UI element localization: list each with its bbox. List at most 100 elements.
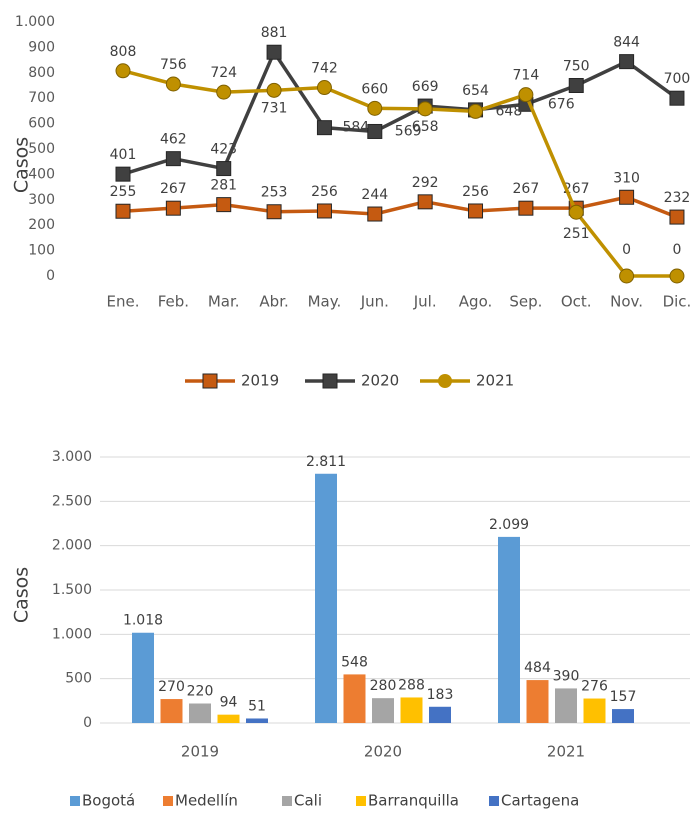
legend-label: Barranquilla	[368, 792, 459, 810]
y-tick-label: 400	[28, 166, 55, 182]
data-label: 276	[581, 679, 608, 695]
marker	[518, 200, 534, 216]
marker	[165, 76, 181, 92]
data-label: 51	[248, 698, 266, 714]
legend-swatch	[356, 796, 366, 806]
data-label: 94	[220, 695, 238, 711]
marker	[417, 101, 433, 117]
data-label: 881	[261, 25, 288, 41]
data-label: 750	[563, 59, 590, 75]
data-label: 731	[261, 100, 288, 116]
data-label: 658	[412, 119, 439, 135]
y-tick-label: 0	[83, 715, 92, 731]
data-label: 569	[395, 123, 422, 139]
data-label: 808	[110, 44, 137, 60]
bar	[583, 698, 606, 723]
marker	[568, 204, 584, 220]
legend-marker	[202, 373, 218, 389]
series-line	[122, 195, 678, 219]
marker	[216, 161, 232, 177]
data-label: 724	[210, 65, 237, 81]
bar	[429, 706, 451, 723]
marker	[115, 63, 131, 79]
x-tick-label: Abr.	[259, 293, 288, 311]
x-tick-label: Feb.	[158, 293, 189, 311]
data-label: 484	[524, 660, 551, 676]
marker	[266, 44, 282, 60]
data-label: 232	[664, 190, 691, 206]
bar	[612, 709, 634, 723]
legend-label: 2019	[241, 372, 279, 390]
data-label: 648	[496, 103, 523, 119]
marker	[216, 197, 232, 213]
data-label: 256	[462, 184, 489, 200]
data-label: 401	[110, 147, 137, 163]
legend-label: Bogotá	[82, 792, 135, 810]
y-tick-label: 0	[46, 268, 55, 284]
legend-swatch	[70, 796, 80, 806]
legend-marker	[438, 374, 452, 388]
y-tick-label: 600	[28, 116, 55, 132]
x-tick-label: Oct.	[561, 293, 592, 311]
y-tick-label: 1.000	[15, 14, 55, 30]
y-tick-label: 800	[28, 65, 55, 81]
bar	[343, 674, 366, 723]
data-label: 255	[110, 184, 137, 200]
marker	[266, 82, 282, 98]
y-axis-title: Casos	[11, 567, 33, 623]
bar	[246, 718, 268, 723]
y-tick-label: 1.500	[52, 582, 92, 598]
data-label: 423	[210, 142, 237, 158]
data-label: 183	[427, 687, 454, 703]
x-tick-label: Nov.	[610, 293, 643, 311]
marker	[115, 203, 131, 219]
legend-swatch	[282, 796, 292, 806]
x-tick-label: May.	[308, 293, 342, 311]
marker	[216, 84, 232, 100]
y-tick-label: 3.000	[52, 449, 92, 465]
x-tick-label: Ago.	[459, 293, 492, 311]
marker	[165, 151, 181, 167]
data-label: 548	[341, 654, 368, 670]
bar	[555, 688, 577, 723]
bar	[132, 632, 154, 723]
x-tick-label: Ene.	[107, 293, 140, 311]
legend-marker	[322, 373, 338, 389]
marker	[619, 268, 635, 284]
data-label: 281	[210, 178, 237, 194]
y-tick-label: 700	[28, 90, 55, 106]
data-label: 584	[342, 120, 369, 136]
x-tick-label: Jun.	[360, 293, 389, 311]
bar	[315, 473, 337, 723]
data-label: 0	[622, 242, 631, 258]
data-label: 654	[462, 83, 489, 99]
marker	[669, 90, 685, 106]
data-label: 270	[158, 679, 185, 695]
marker	[316, 80, 332, 96]
marker	[669, 209, 685, 225]
data-label: 700	[664, 71, 691, 87]
legend-swatch	[163, 796, 173, 806]
data-label: 844	[613, 35, 640, 51]
y-tick-label: 500	[28, 141, 55, 157]
data-label: 669	[412, 79, 439, 95]
data-label: 292	[412, 175, 439, 191]
bar	[160, 699, 183, 723]
y-tick-label: 200	[28, 217, 55, 233]
marker	[115, 166, 131, 182]
data-label: 288	[398, 677, 425, 693]
bar	[526, 680, 549, 723]
data-label: 660	[361, 81, 388, 97]
data-label: 462	[160, 132, 187, 148]
data-label: 220	[187, 683, 214, 699]
data-label: 267	[513, 181, 540, 197]
x-tick-label: Sep.	[509, 293, 542, 311]
data-label: 310	[613, 170, 640, 186]
data-label: 1.018	[123, 613, 163, 629]
x-tick-label: 2020	[364, 743, 402, 761]
marker	[468, 203, 484, 219]
bar	[400, 697, 423, 723]
data-label: 756	[160, 57, 187, 73]
data-label: 0	[672, 242, 681, 258]
legend-label: 2021	[476, 372, 514, 390]
